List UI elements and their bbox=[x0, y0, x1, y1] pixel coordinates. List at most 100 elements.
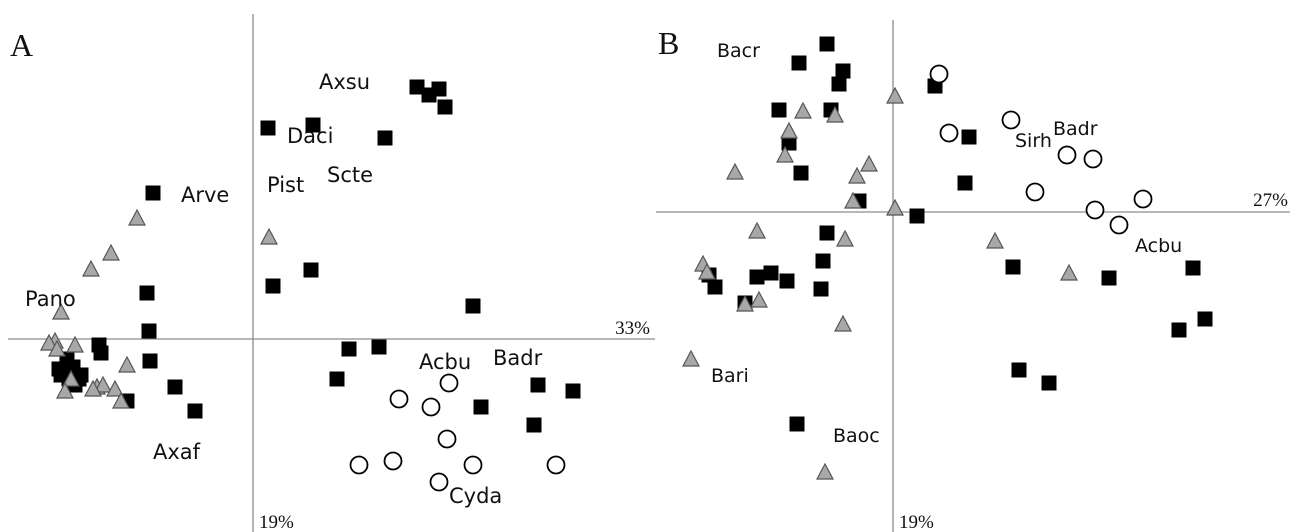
panel-a-label: A bbox=[10, 27, 33, 63]
panel-b-triangle-point bbox=[736, 294, 754, 312]
panel-b-triangle-point bbox=[780, 121, 798, 139]
panel-b-triangle-point bbox=[826, 105, 844, 123]
panel-a-circle-point bbox=[349, 455, 369, 475]
panel-a-circle-point bbox=[463, 455, 483, 475]
panel-b-square-point bbox=[957, 175, 973, 191]
panel-a-triangle-point bbox=[56, 381, 74, 399]
panel-a-square-point bbox=[371, 339, 387, 355]
panel-a-annotation: Scte bbox=[327, 163, 373, 187]
panel-a-square-point bbox=[329, 371, 345, 387]
panel-b-square-point bbox=[819, 36, 835, 52]
panel-a-triangle-point bbox=[118, 355, 136, 373]
panel-b-triangle-point bbox=[726, 162, 744, 180]
panel-a-square-point bbox=[377, 130, 393, 146]
panel-b-circle-point bbox=[939, 123, 959, 143]
panel-b-triangle-point bbox=[886, 198, 904, 216]
panel-b-triangle-point bbox=[748, 221, 766, 239]
panel-b-square-point bbox=[779, 273, 795, 289]
panel-b-markers bbox=[682, 36, 1213, 480]
panel-a-square-point bbox=[142, 353, 158, 369]
panel-a-square-point bbox=[465, 298, 481, 314]
panel-a-annotations: Arve Pano Axaf Axsu Daci Pist Scte Acbu Badr Cyda bbox=[25, 70, 543, 508]
panel-b-square-point bbox=[791, 55, 807, 71]
panel-a-square-point bbox=[473, 399, 489, 415]
panel-a-annotation: Axsu bbox=[319, 70, 370, 94]
panel-b-triangle-point bbox=[836, 229, 854, 247]
panel-a-triangle-point bbox=[260, 227, 278, 245]
panel-b-triangle-point bbox=[844, 191, 862, 209]
panel-a-triangle-point bbox=[128, 208, 146, 226]
panel-b-annotation: Bacr bbox=[717, 40, 760, 62]
panel-b-triangle-point bbox=[986, 231, 1004, 249]
panel-b-square-point bbox=[763, 265, 779, 281]
panel-a-square-point bbox=[565, 383, 581, 399]
panel-a-square-point bbox=[141, 323, 157, 339]
panel-b-triangle-point bbox=[816, 462, 834, 480]
panel-a-annotation: Arve bbox=[181, 183, 229, 207]
panel-b-square-point bbox=[813, 281, 829, 297]
panel-b-circle-point bbox=[1083, 149, 1103, 169]
panel-a-triangle-point bbox=[102, 243, 120, 261]
panel-a-y-axis-percent: 19% bbox=[259, 512, 294, 532]
panel-a-circle-point bbox=[383, 451, 403, 471]
panel-b-square-point bbox=[749, 269, 765, 285]
panel-a-annotation: Pano bbox=[25, 287, 76, 311]
panel-a-triangle-point bbox=[66, 335, 84, 353]
panel-b-label: B bbox=[658, 25, 679, 61]
panel-b-square-point bbox=[909, 208, 925, 224]
panel-b-triangle-point bbox=[794, 101, 812, 119]
panel-a-square-point bbox=[145, 185, 161, 201]
panel-b-square-point bbox=[835, 63, 851, 79]
panel-a-annotation: Pist bbox=[267, 173, 304, 197]
panel-a-square-point bbox=[93, 345, 109, 361]
panel-b-square-point bbox=[815, 253, 831, 269]
panel-a-circle-point bbox=[429, 472, 449, 492]
panel-a-square-point bbox=[305, 117, 321, 133]
panel-b-square-point bbox=[831, 76, 847, 92]
panel-a-square-point bbox=[530, 377, 546, 393]
panel-b-square-point bbox=[789, 416, 805, 432]
panel-b-triangle-point bbox=[682, 349, 700, 367]
panel-b-square-point bbox=[1171, 322, 1187, 338]
panel-a-triangle-point bbox=[52, 302, 70, 320]
panel-a-square-point bbox=[526, 417, 542, 433]
panel-b-circle-point bbox=[1001, 110, 1021, 130]
panel-a-square-point bbox=[431, 81, 447, 97]
panel-b-square-point bbox=[1011, 362, 1027, 378]
panel-b-circle-point bbox=[1057, 145, 1077, 165]
panel-b-triangle-point bbox=[776, 145, 794, 163]
panel-a-circle-point bbox=[421, 397, 441, 417]
panel-a-square-point bbox=[303, 262, 319, 278]
panel-a-square-point bbox=[260, 120, 276, 136]
panel-a-square-point bbox=[139, 285, 155, 301]
panel-b-square-point bbox=[1197, 311, 1213, 327]
panel-b-annotation: Sirh bbox=[1015, 130, 1052, 152]
panel-a-circle-point bbox=[389, 389, 409, 409]
panel-a-circle-point bbox=[437, 429, 457, 449]
panel-a-annotation: Acbu bbox=[419, 350, 471, 374]
panel-b-square-point bbox=[793, 165, 809, 181]
panel-a-square-point bbox=[341, 341, 357, 357]
panel-b-triangle-point bbox=[698, 262, 716, 280]
panel-b-circle-point bbox=[929, 64, 949, 84]
panel-a-annotation: Axaf bbox=[153, 440, 201, 464]
panel-a-square-point bbox=[187, 403, 203, 419]
panel-a-triangle-point bbox=[40, 333, 58, 351]
panel-a-annotation: Cyda bbox=[449, 484, 502, 508]
panel-a-triangle-point bbox=[84, 379, 102, 397]
panel-b-square-point bbox=[1185, 260, 1201, 276]
panel-a-circle-point bbox=[439, 373, 459, 393]
panel-b-triangle-point bbox=[750, 290, 768, 308]
panel-b-annotation: Bari bbox=[711, 365, 749, 387]
panel-b-circle-point bbox=[1025, 182, 1045, 202]
panel-b-square-point bbox=[1101, 270, 1117, 286]
panel-a-annotation: Daci bbox=[287, 124, 333, 148]
panel-a-square-point bbox=[53, 367, 69, 383]
panel-a-markers bbox=[40, 79, 581, 492]
panel-a-annotation: Badr bbox=[493, 346, 543, 370]
panel-b-circle-point bbox=[1109, 215, 1129, 235]
panel-a-triangle-point bbox=[112, 391, 130, 409]
panel-b-annotation: Acbu bbox=[1135, 235, 1182, 257]
panel-b-circle-point bbox=[1133, 189, 1153, 209]
